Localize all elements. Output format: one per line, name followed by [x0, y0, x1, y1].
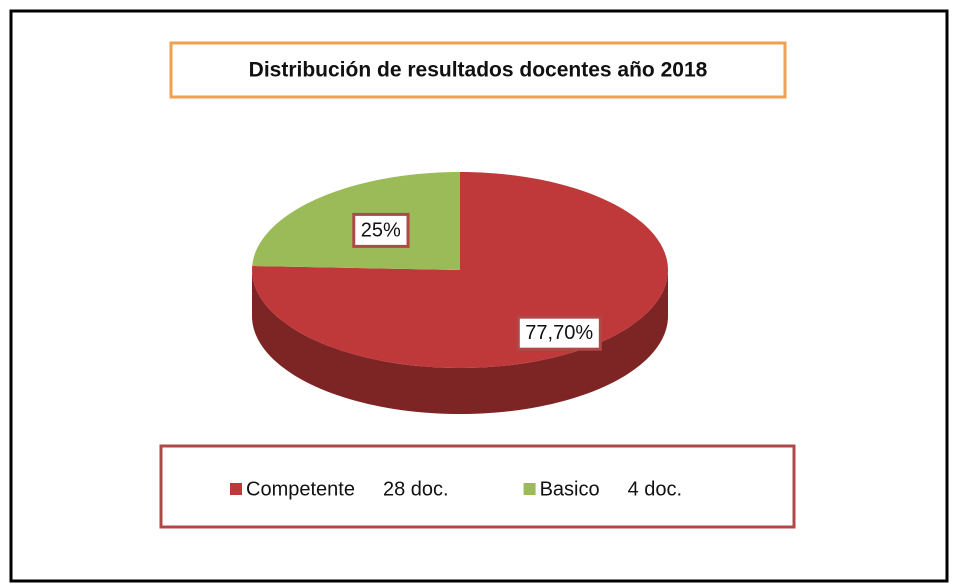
legend: Competente 28 doc. Basico 4 doc.	[230, 478, 682, 500]
slice-side-shade	[252, 270, 668, 414]
pie	[252, 172, 668, 414]
legend-swatch	[523, 483, 536, 495]
data-label-box	[516, 315, 602, 351]
legend-label: Competente	[246, 478, 355, 500]
title-box	[169, 41, 787, 99]
legend-count: 4 doc.	[628, 478, 682, 500]
legend-swatch	[230, 483, 242, 495]
labels: 77,70% 25%	[352, 212, 602, 351]
legend-count: 28 doc.	[383, 478, 449, 500]
chart-title: Distribución de resultados docentes año …	[249, 59, 708, 82]
legend-box	[159, 444, 796, 529]
data-label-box	[352, 212, 410, 248]
slice-side	[252, 270, 668, 414]
data-label: 25%	[361, 219, 401, 241]
legend-label: Basico	[540, 478, 600, 500]
data-label: 77,70%	[525, 322, 593, 344]
